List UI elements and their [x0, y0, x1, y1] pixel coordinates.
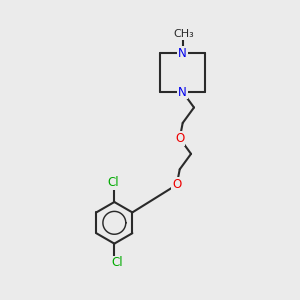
Text: N: N [178, 47, 187, 60]
Text: O: O [172, 178, 182, 191]
Text: Cl: Cl [112, 256, 123, 269]
Text: O: O [175, 132, 184, 145]
Text: N: N [178, 85, 187, 98]
Text: Cl: Cl [107, 176, 119, 189]
Text: CH₃: CH₃ [174, 29, 195, 39]
